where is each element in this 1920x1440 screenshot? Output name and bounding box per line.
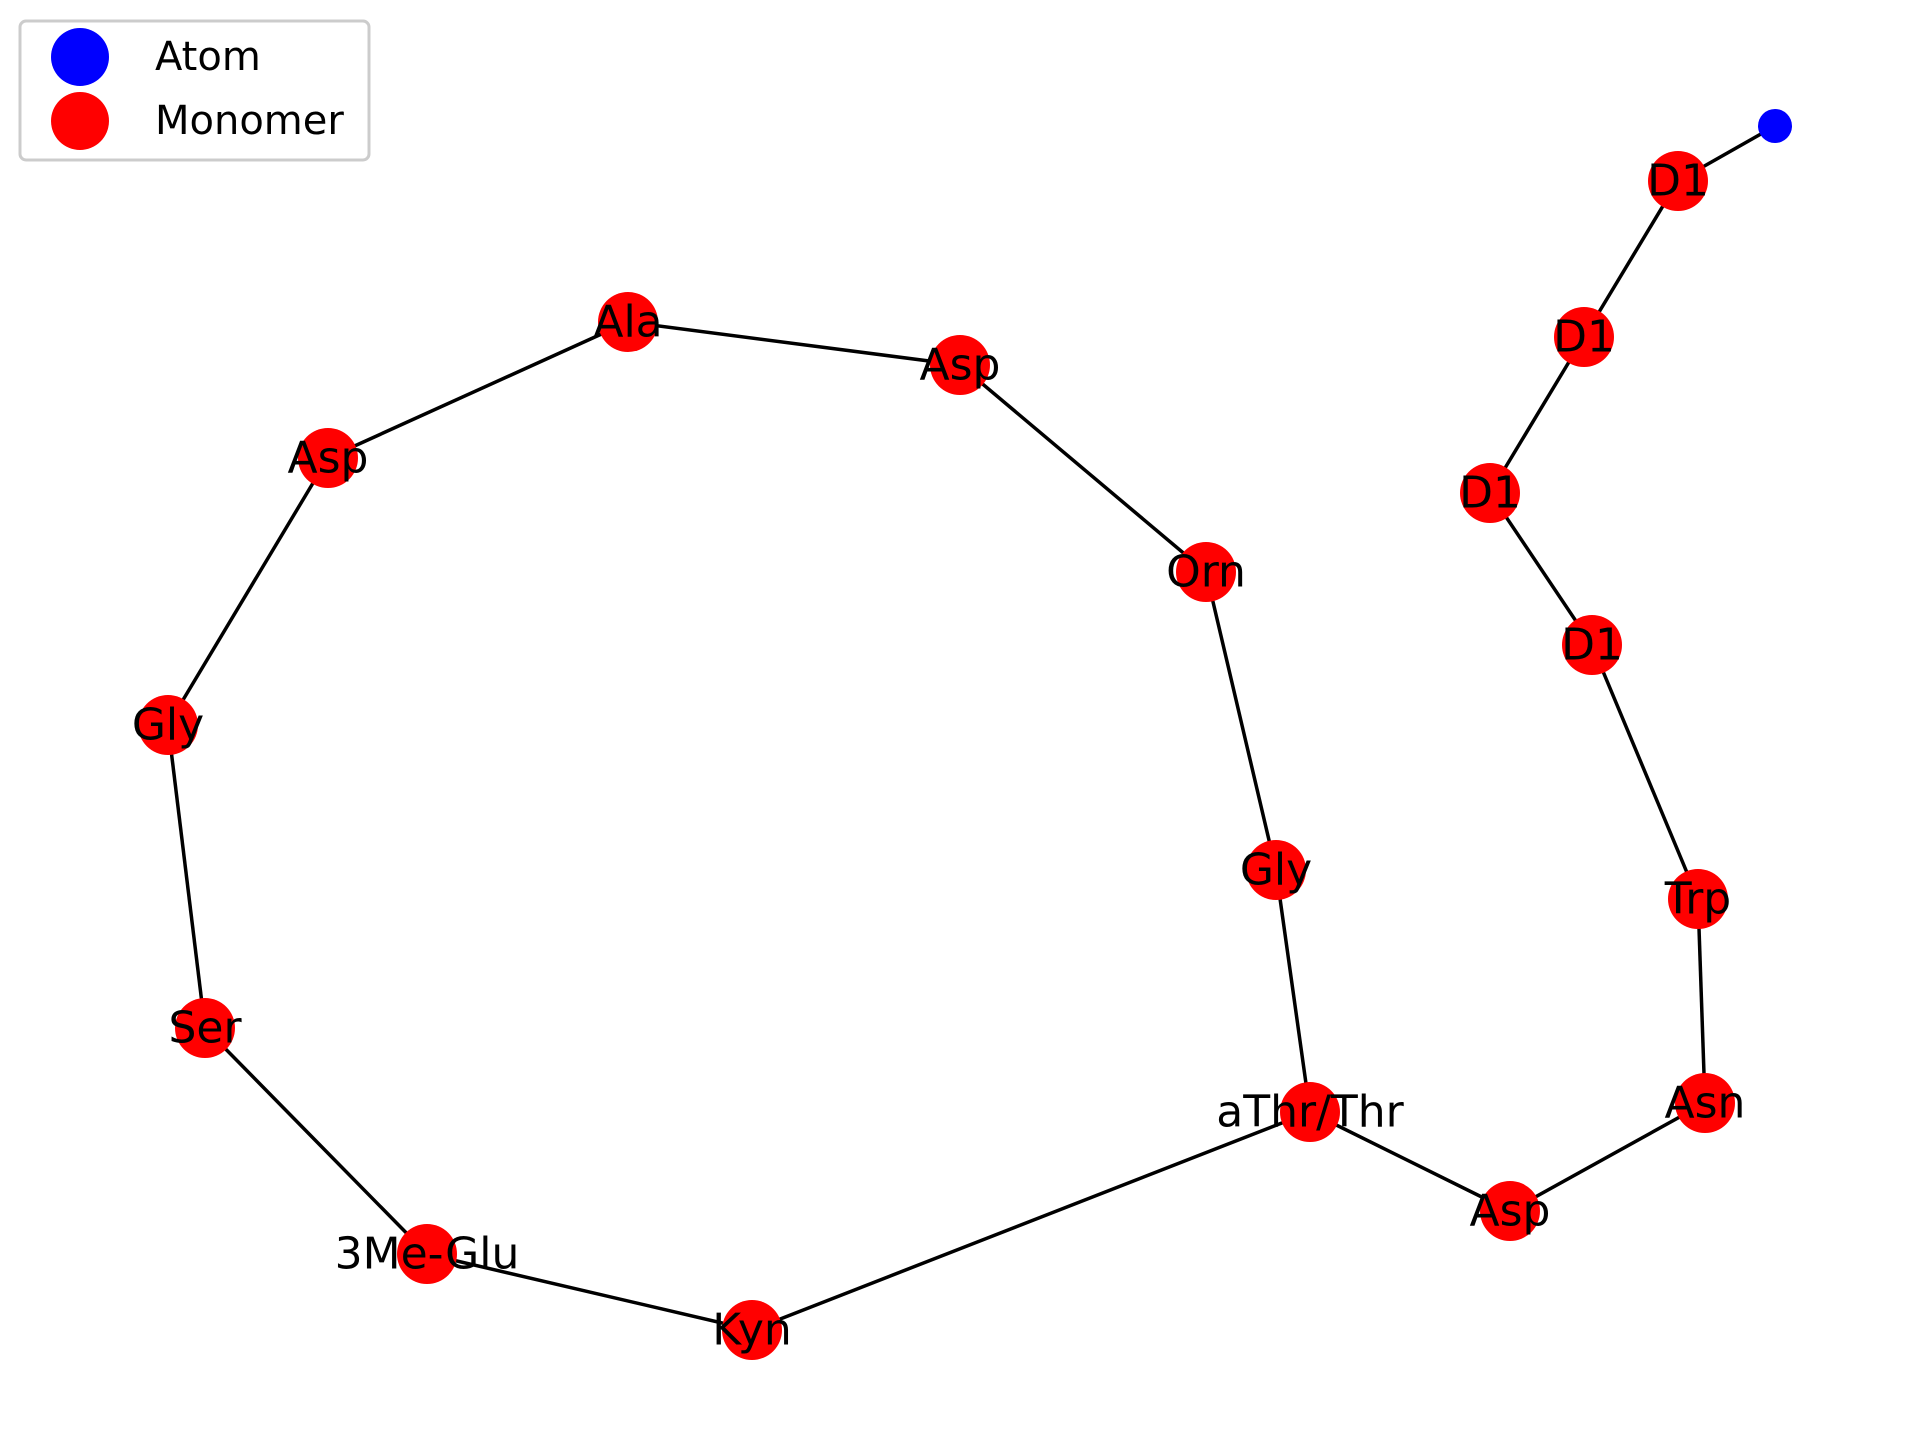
node-label-n15: D1 bbox=[1553, 312, 1615, 363]
monomer-node-n6 bbox=[722, 1300, 782, 1360]
legend: Atom Monomer bbox=[18, 19, 371, 162]
edge-n3-n2 bbox=[166, 457, 330, 726]
monomer-node-n15 bbox=[1554, 307, 1614, 367]
node-label-n14: D1 bbox=[1459, 468, 1521, 519]
edge-n1-n9 bbox=[958, 363, 1208, 574]
edge-n10-n11 bbox=[1509, 1101, 1706, 1213]
edge-n7-n6 bbox=[751, 1110, 1311, 1332]
node-label-n6: Kyn bbox=[712, 1305, 792, 1356]
edge-n0-n1 bbox=[627, 320, 961, 367]
monomer-node-n10 bbox=[1480, 1181, 1540, 1241]
edge-n7-n10 bbox=[1309, 1110, 1511, 1213]
legend-label-monomer: Monomer bbox=[155, 98, 344, 144]
labels-layer: Ala Asp Asp Gly Ser 3Me-Glu Kyn aThr/Thr Gly Orn A… bbox=[132, 156, 1746, 1356]
monomer-node-n3 bbox=[138, 695, 198, 755]
legend-label-atom: Atom bbox=[155, 34, 261, 80]
node-label-n11: Asn bbox=[1665, 1078, 1746, 1129]
monomer-node-n1 bbox=[930, 335, 990, 395]
monomer-node-n5 bbox=[397, 1224, 457, 1284]
monomer-node-n7 bbox=[1280, 1082, 1340, 1142]
edge-n12-n13 bbox=[1590, 644, 1700, 900]
node-label-n16: D1 bbox=[1647, 156, 1709, 207]
node-label-n12: Trp bbox=[1664, 874, 1731, 925]
nodes-layer bbox=[138, 109, 1792, 1360]
node-label-n13: D1 bbox=[1561, 620, 1623, 671]
edge-n15-n16 bbox=[1582, 180, 1680, 338]
node-label-n1: Asp bbox=[920, 340, 1001, 391]
monomer-node-n9 bbox=[1176, 542, 1236, 602]
monomer-node-n2 bbox=[298, 428, 358, 488]
monomer-node-n14 bbox=[1460, 463, 1520, 523]
monomer-node-n0 bbox=[598, 292, 658, 352]
edge-n11-n12 bbox=[1696, 898, 1707, 1104]
edge-n9-n8 bbox=[1204, 571, 1278, 871]
node-label-n0: Ala bbox=[593, 297, 662, 348]
edge-n8-n7 bbox=[1274, 869, 1312, 1113]
node-label-n7: aThr/Thr bbox=[1216, 1087, 1404, 1138]
monomer-node-n11 bbox=[1675, 1073, 1735, 1133]
monomer-node-n16 bbox=[1648, 151, 1708, 211]
monomer-node-n8 bbox=[1246, 840, 1306, 900]
node-label-n8: Gly bbox=[1240, 845, 1312, 896]
edge-n2-n0 bbox=[327, 320, 629, 460]
edges-layer bbox=[166, 124, 1776, 1332]
edge-n5-n4 bbox=[203, 1026, 429, 1256]
monomer-node-n13 bbox=[1562, 615, 1622, 675]
edge-n14-n15 bbox=[1488, 336, 1586, 494]
legend-swatch-atom bbox=[51, 28, 109, 86]
edge-n4-n3 bbox=[166, 724, 207, 1029]
monomer-node-n4 bbox=[175, 998, 235, 1058]
node-label-n4: Ser bbox=[168, 1003, 242, 1054]
legend-swatch-monomer bbox=[51, 92, 109, 150]
monomer-node-n12 bbox=[1668, 869, 1728, 929]
node-label-n5: 3Me-Glu bbox=[335, 1229, 520, 1280]
edge-n6-n5 bbox=[426, 1252, 753, 1332]
node-label-n10: Asp bbox=[1470, 1186, 1551, 1237]
node-label-n3: Gly bbox=[132, 700, 204, 751]
atom-node-n17 bbox=[1758, 109, 1792, 143]
node-label-n9: Orn bbox=[1166, 547, 1246, 598]
node-label-n2: Asp bbox=[288, 433, 369, 484]
edge-n13-n14 bbox=[1488, 492, 1594, 646]
